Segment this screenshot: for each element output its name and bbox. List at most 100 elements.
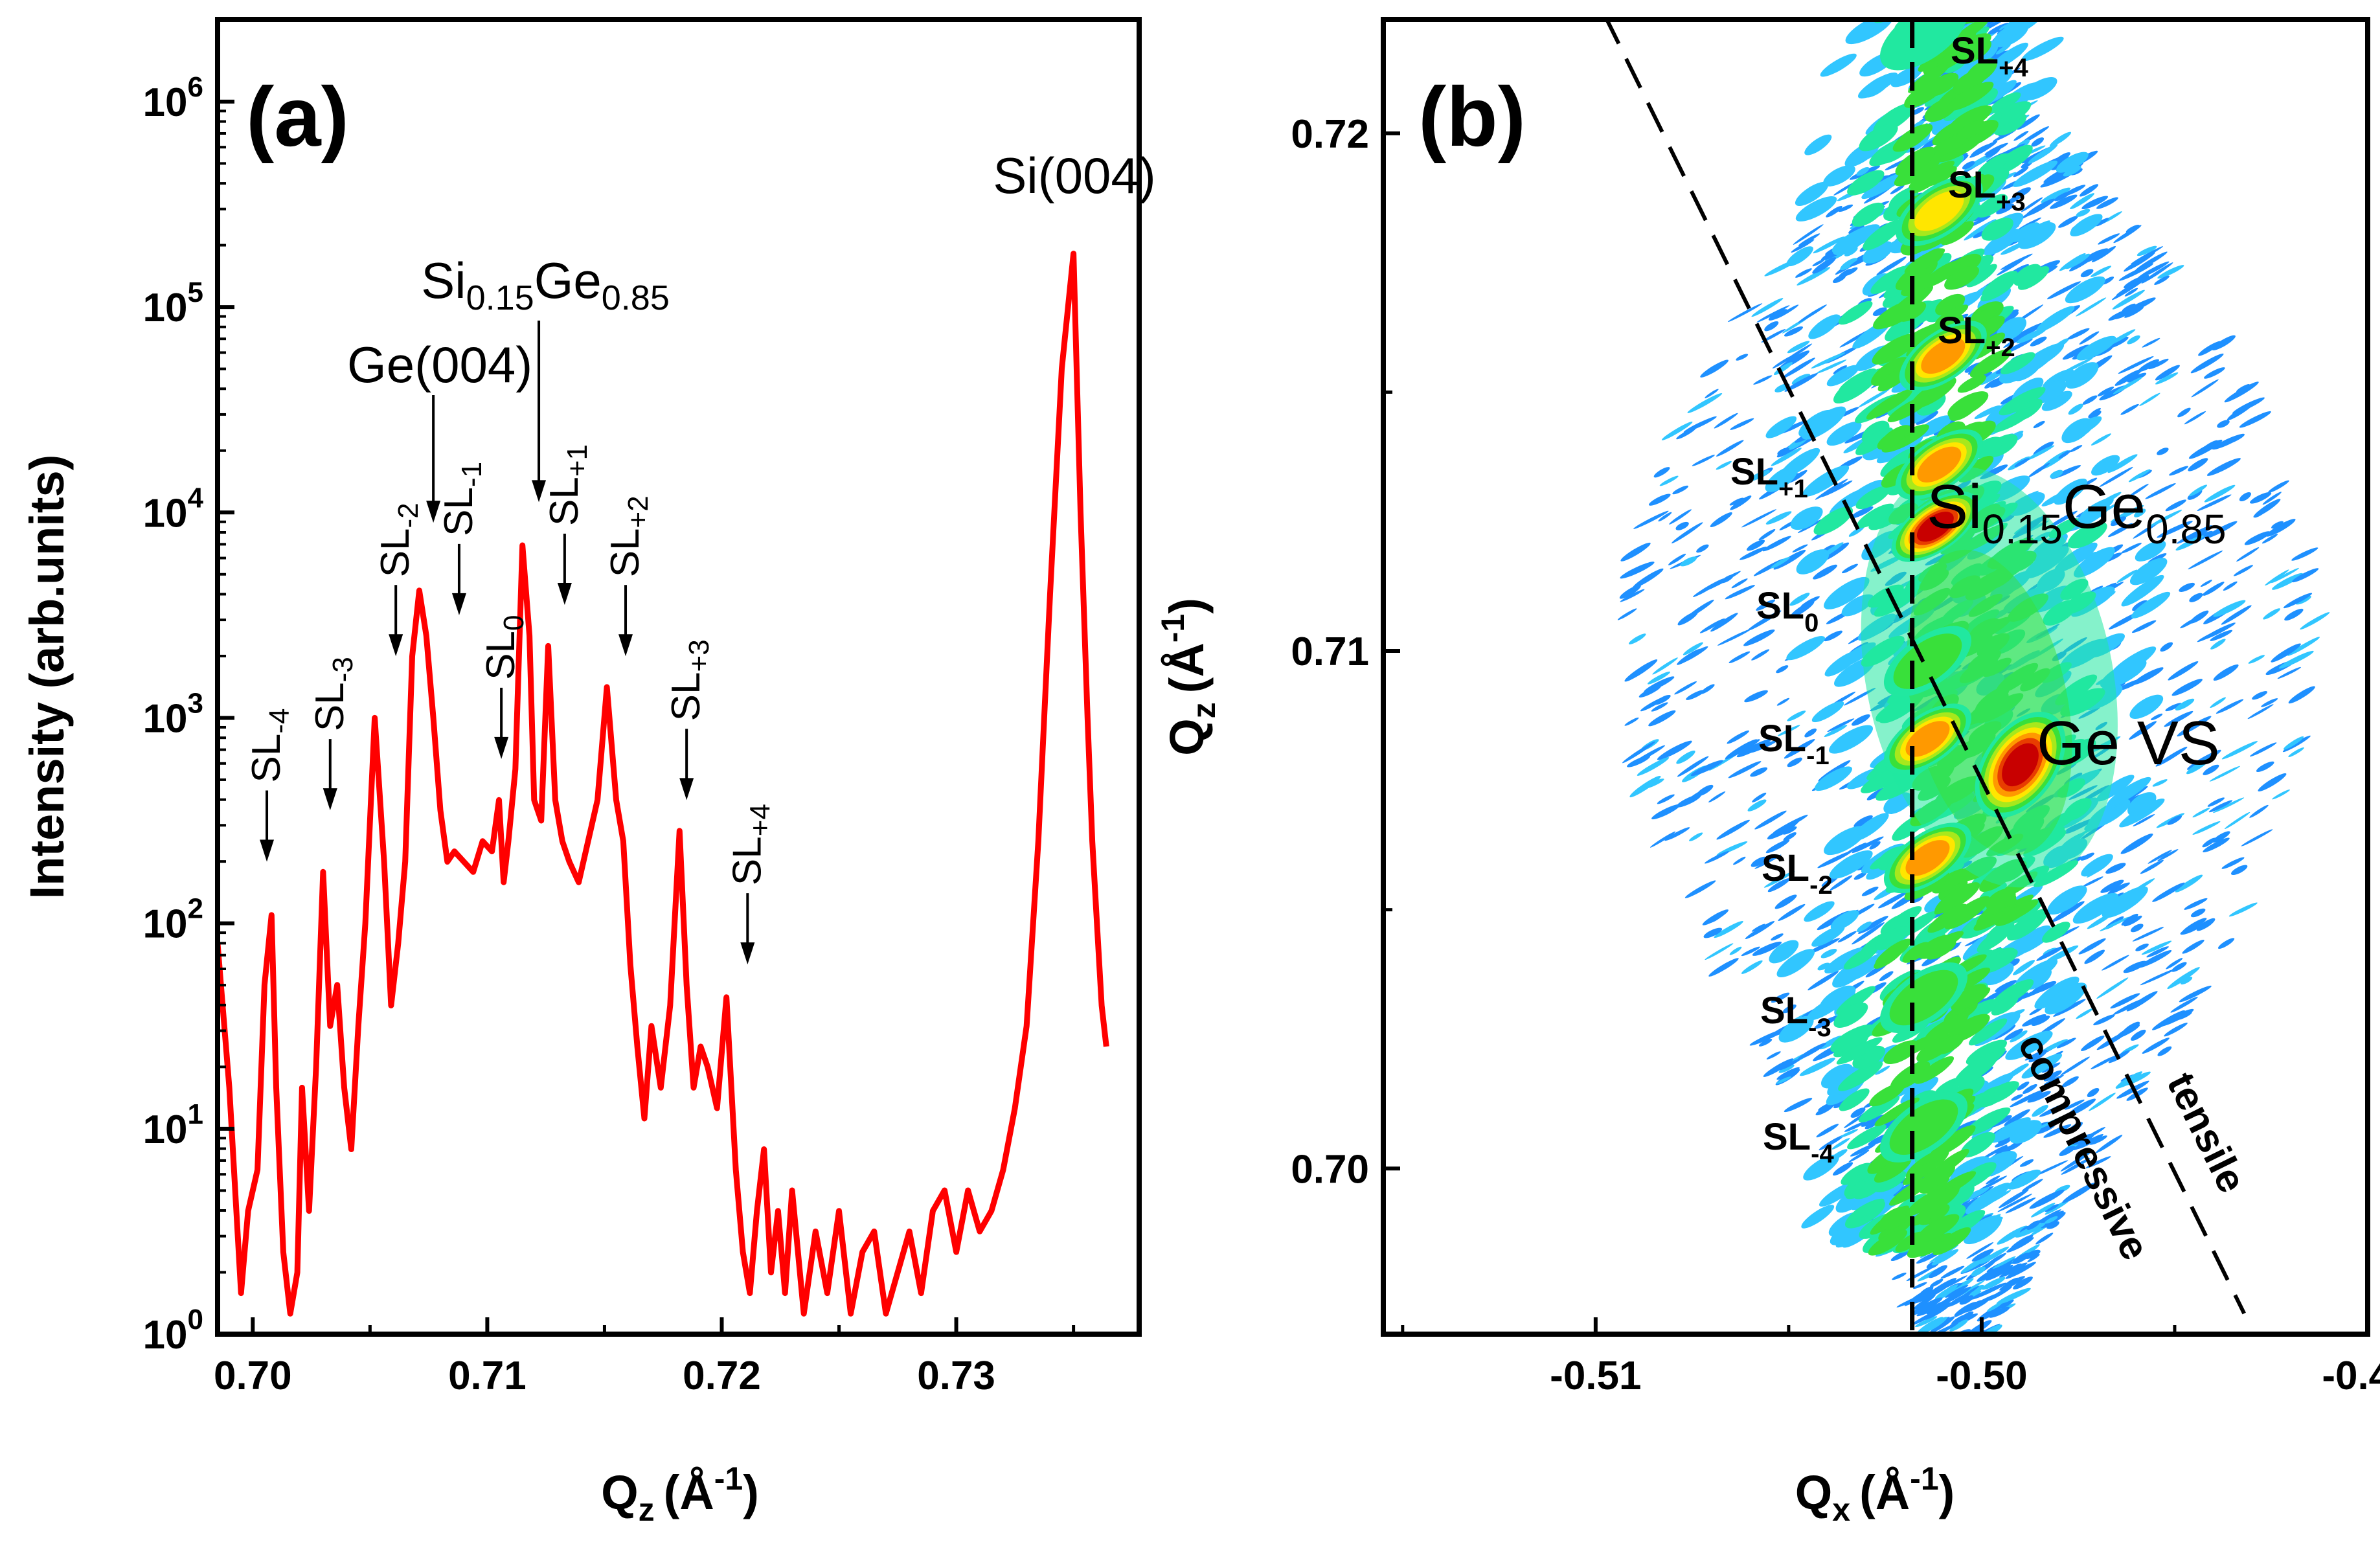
heatmap-band-blob — [2010, 1120, 2042, 1144]
ge004-annotation-arrow-head — [426, 501, 441, 523]
heatmap-band-blob — [2047, 885, 2087, 915]
heatmap-band-blob — [1858, 1095, 1900, 1123]
heatmap-cloud-streak — [1981, 1277, 2006, 1290]
heatmap-band-blob — [2017, 266, 2050, 290]
sl-m3-annotation-label: SL-3 — [308, 657, 359, 731]
heatmap-cloud-streak — [2288, 747, 2304, 757]
y-tick-label: 104 — [143, 482, 204, 536]
heatmap-cloud-streak — [2014, 458, 2030, 468]
heatmap-cloud-streak — [2039, 1125, 2055, 1134]
heatmap-cloud-streak — [1797, 304, 1827, 323]
heatmap-cloud-streak — [2064, 1099, 2085, 1110]
heatmap-band-blob — [1849, 1198, 1885, 1220]
heatmap-cloud-streak — [1632, 568, 1664, 589]
heatmap-band-blob — [1991, 995, 2019, 1016]
heatmap-cloud-streak — [1763, 1058, 1794, 1077]
heatmap-cloud-streak — [1850, 1143, 1876, 1157]
heatmap-cloud-streak — [1798, 1043, 1827, 1060]
heatmap-cloud-streak — [2135, 251, 2168, 271]
heatmap-cloud-streak — [2157, 265, 2184, 279]
heatmap-cloud-streak — [1852, 922, 1885, 945]
heatmap-cloud-streak — [2152, 882, 2185, 902]
heatmap-band-blob — [2129, 694, 2164, 720]
heatmap-band-blob — [1964, 1107, 2011, 1137]
heatmap-band-blob — [1895, 146, 1936, 176]
heatmap-band-blob — [1872, 0, 1916, 10]
heatmap-cloud-streak — [2224, 433, 2245, 445]
heatmap-cloud-streak — [1727, 303, 1763, 323]
heatmap-cloud-streak — [1844, 1121, 1866, 1132]
y-tick-label: 102 — [143, 893, 203, 947]
heatmap-cloud-streak — [1689, 832, 1703, 841]
heatmap-cloud-streak — [2025, 445, 2055, 461]
heatmap-cloud-streak — [2267, 480, 2289, 494]
heatmap-band-blob — [1843, 945, 1879, 970]
heatmap-cloud-streak — [1756, 305, 1790, 323]
heatmap-cloud-streak — [2056, 1038, 2076, 1049]
heatmap-cloud-streak — [2154, 275, 2170, 285]
heatmap-cloud-streak — [2180, 977, 2193, 985]
heatmap-cloud-streak — [1791, 239, 1815, 253]
heatmap-cloud-streak — [2265, 519, 2296, 537]
heatmap-cloud-streak — [1916, 411, 1938, 425]
heatmap-cloud-streak — [2010, 1234, 2034, 1249]
heatmap-cloud-streak — [1929, 1265, 1947, 1278]
heatmap-cloud-streak — [2005, 1262, 2036, 1279]
heatmap-band-blob — [2014, 359, 2042, 381]
heatmap-cloud-streak — [1821, 876, 1838, 887]
heatmap-cloud-streak — [1929, 1316, 1955, 1334]
heatmap-cloud-streak — [1977, 1300, 2010, 1322]
heatmap-cloud-streak — [2022, 1084, 2037, 1095]
heatmap-cloud-streak — [2022, 1014, 2046, 1027]
heatmap-cloud-streak — [2019, 1159, 2034, 1167]
heatmap-cloud-streak — [2190, 610, 2209, 624]
heatmap-cloud-streak — [1844, 267, 1858, 276]
heatmap-cloud-streak — [1923, 1317, 1947, 1333]
panel-a-frame — [215, 17, 1142, 1337]
heatmap-cloud-streak — [1890, 185, 1905, 194]
heatmap-cloud-streak — [2082, 876, 2103, 887]
heatmap-band-blob — [1873, 300, 1918, 330]
heatmap-band-blob — [1765, 466, 1798, 492]
heatmap-band-blob — [2067, 521, 2107, 549]
y-tick-label: 0.70 — [1291, 1147, 1369, 1192]
heatmap-cloud-streak — [2142, 337, 2160, 348]
panel-a-x-axis-title: Qz (Å-1) — [601, 1460, 759, 1528]
heatmap-cloud-streak — [2061, 1076, 2079, 1087]
heatmap-cloud-streak — [2138, 950, 2172, 968]
heatmap-cloud-streak — [1913, 1282, 1927, 1289]
heatmap-cloud-streak — [1954, 1302, 1977, 1317]
heatmap-cloud-streak — [2192, 808, 2210, 818]
heatmap-cloud-streak — [2217, 420, 2230, 428]
heatmap-band-blob — [1894, 157, 1941, 187]
heatmap-cloud-streak — [2241, 829, 2273, 846]
heatmap-cloud-streak — [1813, 236, 1845, 254]
heatmap-band-blob — [1925, 1013, 1969, 1041]
heatmap-cloud-streak — [2205, 521, 2238, 539]
heatmap-cloud-streak — [1789, 593, 1810, 606]
heatmap-band-blob — [1968, 1018, 2008, 1046]
heatmap-cloud-streak — [1994, 1139, 2011, 1148]
y-tick-label: 0.71 — [1291, 630, 1369, 674]
heatmap-cloud-streak — [2045, 945, 2079, 964]
heatmap-cloud-streak — [2167, 815, 2182, 825]
heatmap-cloud-streak — [1705, 943, 1734, 960]
heatmap-band-blob — [1842, 0, 1883, 12]
heatmap-cloud-streak — [1743, 629, 1775, 646]
heatmap-cloud-streak — [2176, 1011, 2192, 1020]
peak-label-sl-m2: SL-2 — [1762, 847, 1833, 900]
heatmap-cloud-streak — [2142, 1038, 2170, 1054]
x-tick-label: 0.70 — [214, 1354, 292, 1398]
heatmap-cloud-streak — [2017, 1081, 2030, 1091]
heatmap-cloud-streak — [1774, 894, 1797, 909]
heatmap-cloud-streak — [1649, 831, 1676, 848]
heatmap-band-blob — [1820, 53, 1857, 77]
heatmap-band-blob — [1874, 1170, 1907, 1192]
heatmap-cloud-streak — [1733, 856, 1746, 865]
heatmap-cloud-streak — [1820, 949, 1837, 959]
heatmap-cloud-streak — [2026, 1220, 2041, 1230]
heatmap-band-blob — [2000, 352, 2035, 374]
peak-label-sl-p4: SL+4 — [1951, 30, 2028, 82]
heatmap-band-blob — [1953, 69, 1987, 95]
heatmap-band-blob — [1786, 636, 1825, 661]
